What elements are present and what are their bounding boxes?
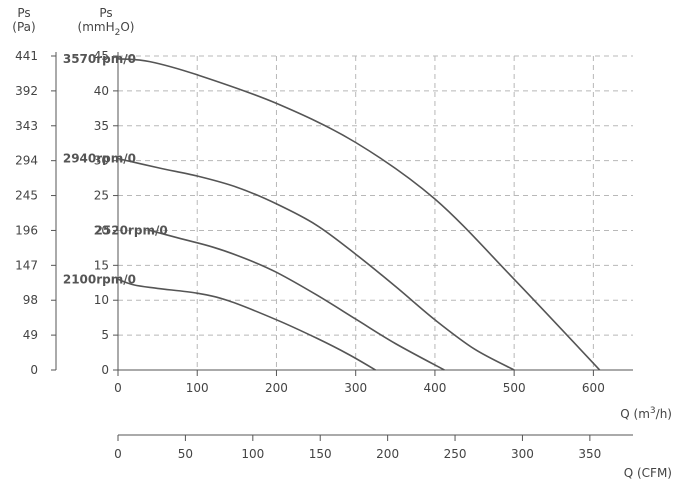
cfm-tick-label: 350	[578, 447, 601, 461]
pa-tick-label: 49	[23, 328, 38, 342]
cfm-tick-label: 50	[178, 447, 193, 461]
pa-tick-label: 441	[15, 49, 38, 63]
performance-curve-0	[117, 58, 601, 371]
cfm-tick-label: 150	[309, 447, 332, 461]
pa-tick-label: 294	[15, 154, 38, 168]
cfm-tick-label: 200	[376, 447, 399, 461]
speed-label-3: 2100rpm/0	[63, 272, 136, 286]
cfm-tick-label: 250	[444, 447, 467, 461]
performance-curve-3	[117, 278, 376, 371]
mm-tick-label: 5	[101, 328, 109, 342]
pa-tick-label: 245	[15, 189, 38, 203]
speed-label-2: 2520rpm/0	[95, 223, 168, 237]
pa-tick-label: 98	[23, 293, 38, 307]
mm-axis-label-prefix: (mmH	[78, 20, 115, 34]
speed-label-1: 2940rpm/0	[63, 152, 136, 166]
q-tick-label: 400	[423, 381, 446, 395]
cfm-tick-label: 300	[511, 447, 534, 461]
mm-tick-label: 35	[94, 119, 109, 133]
q-axis-label-prefix: Q (m	[620, 407, 650, 421]
mm-axis-label-bottom: (mmH2O)	[78, 20, 135, 38]
q-tick-label: 600	[582, 381, 605, 395]
curves-layer	[117, 58, 601, 371]
pa-tick-label: 392	[15, 84, 38, 98]
pa-tick-label: 196	[15, 223, 38, 237]
mm-axis-label-suffix: O)	[120, 20, 134, 34]
pa-axis-label-top: Ps	[17, 6, 30, 20]
mm-axis-label-subscript: 2	[115, 28, 121, 38]
performance-curve-2	[149, 229, 445, 371]
pa-tick-label: 343	[15, 119, 38, 133]
q-tick-label: 100	[186, 381, 209, 395]
cfm-tick-label: 100	[241, 447, 264, 461]
mm-tick-label: 30	[94, 154, 109, 168]
series-labels-layer: 3570rpm/0 2940rpm/0 2520rpm/0 2100rpm/0	[63, 52, 168, 286]
q-axis-label-suffix: /h)	[656, 407, 672, 421]
pa-tick-label: 147	[15, 258, 38, 272]
q-tick-label: 200	[265, 381, 288, 395]
q-axis-label-superscript: 3	[650, 406, 656, 416]
mm-tick-label: 25	[94, 189, 109, 203]
pa-axis-label-bottom: (Pa)	[12, 20, 35, 34]
q-axis-label: Q (m3/h)	[620, 406, 672, 421]
speed-label-0: 3570rpm/0	[63, 52, 136, 66]
q-tick-label: 0	[114, 381, 122, 395]
axes-layer	[55, 52, 633, 436]
mm-tick-label: 45	[94, 49, 109, 63]
mm-tick-label: 20	[94, 223, 109, 237]
cfm-tick-label: 0	[114, 447, 122, 461]
mm-axis-label-top: Ps	[99, 6, 112, 20]
q-tick-label: 500	[503, 381, 526, 395]
cfm-axis-label: Q (CFM)	[624, 466, 672, 480]
ticks-layer: 0 5 10 15 20 25 30 35 40 45 0 49 98 147 196 245 294 343 39…	[15, 49, 605, 461]
mm-tick-label: 10	[94, 293, 109, 307]
pa-tick-label: 0	[30, 363, 38, 377]
mm-tick-label: 0	[101, 363, 109, 377]
mm-tick-label: 15	[94, 258, 109, 272]
grid-layer	[118, 55, 633, 370]
performance-curve-1	[117, 157, 515, 371]
mm-tick-label: 40	[94, 84, 109, 98]
q-tick-label: 300	[344, 381, 367, 395]
